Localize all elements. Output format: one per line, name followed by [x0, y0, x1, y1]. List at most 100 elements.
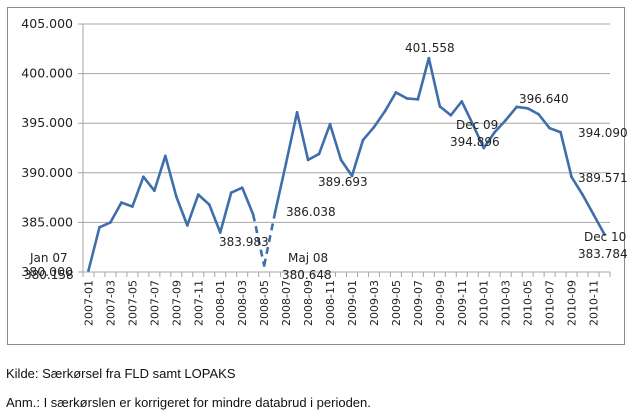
data-point	[251, 213, 255, 216]
data-point	[603, 233, 606, 236]
series-segment	[175, 195, 189, 227]
series-segment	[394, 91, 409, 100]
x-tick-label: 2009-05	[390, 280, 403, 326]
x-tick-label: 2008-11	[324, 280, 337, 326]
x-tick-label: 2009-11	[456, 280, 469, 326]
x-tick-label: 2009-01	[346, 280, 359, 326]
series-segment	[306, 152, 321, 162]
data-point	[471, 122, 475, 126]
data-point	[339, 158, 343, 162]
x-tick-label: 2009-03	[368, 280, 381, 326]
data-label: 389.693	[318, 175, 368, 189]
x-tick-label: 2009-07	[412, 280, 425, 326]
data-label: Maj 08	[288, 251, 328, 265]
data-point	[240, 186, 244, 189]
data-label: 380.648	[282, 268, 332, 282]
data-point	[262, 264, 266, 267]
data-point	[186, 224, 189, 227]
data-label: 380.158	[24, 268, 74, 282]
series-segment	[229, 186, 244, 194]
data-point	[273, 210, 277, 214]
series-segment	[361, 125, 376, 142]
x-tick-label: 2009-09	[434, 280, 447, 326]
data-point	[581, 193, 584, 196]
data-label: 383.784	[578, 247, 628, 261]
line-chart: 380.000 385.000 390.000 395.000 400.000 405.0…	[21, 16, 628, 326]
series-segment	[416, 56, 431, 101]
data-point	[559, 130, 562, 134]
data-point	[175, 195, 178, 198]
series-segment	[164, 154, 178, 198]
data-point	[383, 109, 387, 113]
series-segment	[471, 122, 486, 150]
data-point	[328, 122, 332, 126]
series-segment	[449, 100, 464, 117]
x-tick-label: 2010-05	[522, 280, 535, 326]
series-segment	[559, 130, 573, 179]
series-segment	[153, 154, 167, 192]
series-segment	[131, 175, 145, 208]
series-segment	[295, 110, 310, 162]
source-note: Kilde: Særkørsel fra FLD samt LOPAKS	[6, 366, 236, 381]
series-segment	[493, 118, 507, 134]
series-segment	[142, 175, 156, 192]
series-segment-dashed	[262, 211, 277, 266]
data-point	[526, 107, 529, 110]
series-segment	[196, 193, 211, 206]
series-segment	[120, 201, 134, 208]
x-tick-label: 2007-01	[82, 280, 95, 326]
series-segment	[339, 158, 354, 178]
data-point	[361, 138, 365, 142]
y-tick-label: 395.000	[21, 115, 73, 130]
x-tick-label: 2008-03	[236, 280, 249, 326]
series-segment	[284, 110, 299, 165]
data-point	[153, 189, 156, 192]
data-point	[284, 161, 288, 165]
data-point	[350, 174, 354, 178]
remark-note: Anm.: I særkørslen er korrigeret for min…	[6, 395, 371, 410]
data-point	[98, 226, 101, 229]
series-segment	[427, 56, 442, 108]
y-tick-label: 390.000	[21, 165, 73, 180]
x-tick-label: 2007-11	[192, 280, 205, 326]
x-tick-label: 2010-01	[478, 280, 491, 326]
y-tick-label: 380.000	[21, 264, 73, 279]
series-segment	[526, 107, 540, 116]
data-point	[537, 112, 540, 116]
data-point	[306, 158, 310, 162]
series-segment	[537, 112, 551, 130]
data-point	[372, 125, 376, 129]
series-segment	[240, 186, 255, 216]
data-point	[548, 126, 551, 130]
series-segment	[383, 91, 398, 113]
data-point	[416, 98, 420, 101]
data-point	[131, 205, 134, 208]
data-point	[295, 110, 299, 114]
series-segment-dashed	[251, 214, 266, 266]
x-tick-label: 2007-07	[148, 280, 161, 326]
series-segment	[515, 105, 529, 110]
series-segment	[328, 122, 343, 162]
series-segment	[405, 97, 420, 101]
data-point	[427, 56, 431, 60]
x-tick-label: 2008-07	[280, 280, 293, 326]
series-segment	[482, 130, 497, 150]
series-segment	[207, 203, 222, 234]
series-segment	[87, 226, 101, 272]
x-tick-label: 2007-09	[170, 280, 183, 326]
data-point	[164, 154, 167, 158]
series-segment	[317, 122, 332, 156]
series-segment	[438, 105, 453, 117]
series-segment	[570, 175, 584, 196]
data-point	[493, 130, 497, 134]
data-point	[229, 191, 233, 194]
x-tick-label: 2008-01	[214, 280, 227, 326]
data-point	[504, 118, 507, 122]
data-point	[570, 175, 573, 179]
data-label: 401.558	[405, 41, 455, 55]
y-tick-label: 405.000	[21, 16, 73, 31]
series-segment	[218, 191, 233, 234]
data-point	[460, 100, 464, 103]
data-label: 386.038	[286, 205, 336, 219]
series-segment	[98, 221, 112, 229]
